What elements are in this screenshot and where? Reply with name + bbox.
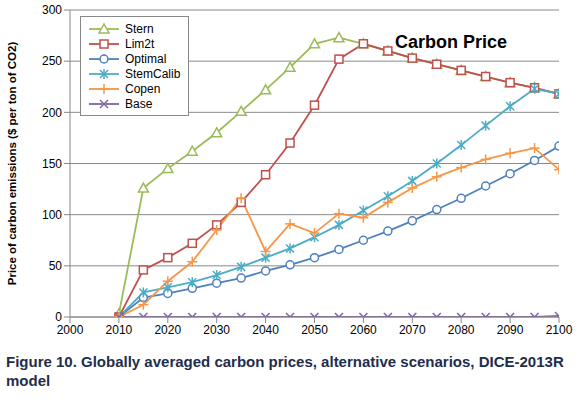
svg-text:150: 150 bbox=[42, 157, 62, 171]
svg-text:Price of carbon emissions ($ p: Price of carbon emissions ($ per ton of … bbox=[8, 42, 18, 286]
svg-text:2050: 2050 bbox=[301, 323, 328, 337]
svg-text:2080: 2080 bbox=[448, 323, 475, 337]
html-text:Optimal: Optimal bbox=[125, 51, 167, 66]
svg-text:2010: 2010 bbox=[106, 323, 133, 337]
html-text:Stern: Stern bbox=[125, 21, 154, 36]
svg-text:2060: 2060 bbox=[350, 323, 377, 337]
svg-text:100: 100 bbox=[42, 208, 62, 222]
svg-text:2000: 2000 bbox=[57, 323, 84, 337]
svg-text:2020: 2020 bbox=[154, 323, 181, 337]
svg-text:250: 250 bbox=[42, 54, 62, 68]
html-text:Base: Base bbox=[125, 96, 153, 111]
svg-text:0: 0 bbox=[55, 310, 62, 324]
html-text:Figure 10. Globally averaged c: Figure 10. Globally averaged carbon pric… bbox=[6, 353, 564, 389]
svg-text:300: 300 bbox=[42, 3, 62, 17]
svg-text:2030: 2030 bbox=[203, 323, 230, 337]
svg-text:2070: 2070 bbox=[399, 323, 426, 337]
html-text:Lim2t: Lim2t bbox=[125, 36, 155, 51]
svg-text:2090: 2090 bbox=[497, 323, 524, 337]
svg-text:50: 50 bbox=[49, 259, 63, 273]
svg-text:2100: 2100 bbox=[546, 323, 571, 337]
svg-text:2040: 2040 bbox=[252, 323, 279, 337]
html-text:Carbon Price: Carbon Price bbox=[395, 32, 507, 52]
html-text:StemCalib: StemCalib bbox=[125, 66, 181, 81]
svg-text:200: 200 bbox=[42, 106, 62, 120]
html-text:Copen: Copen bbox=[125, 81, 161, 96]
